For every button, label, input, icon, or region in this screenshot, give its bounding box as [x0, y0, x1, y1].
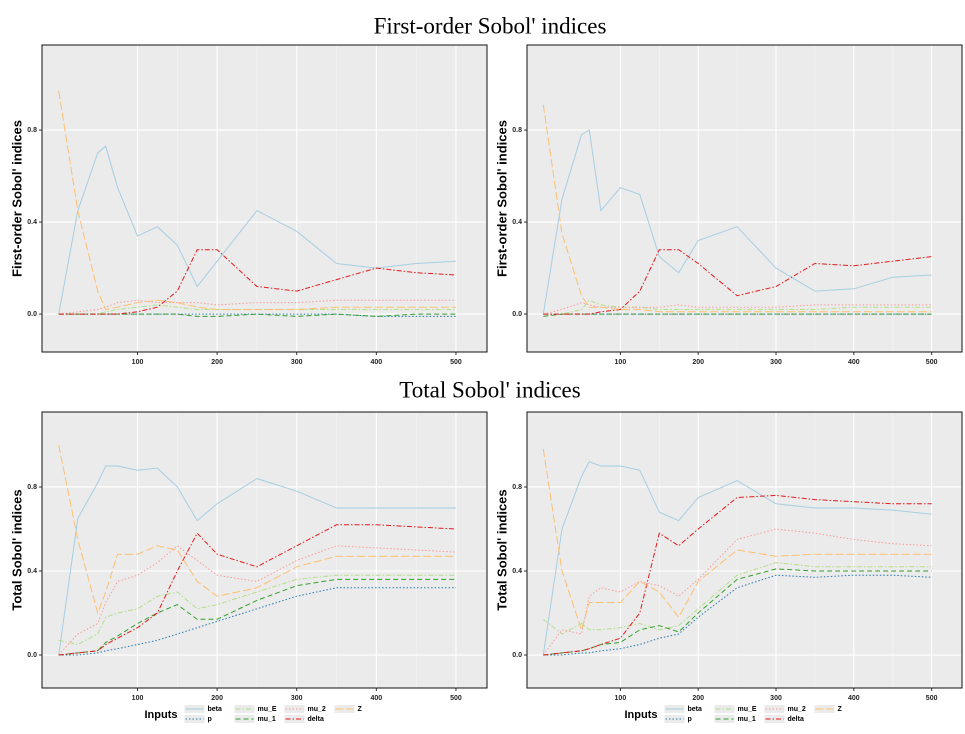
series-line: [58, 249, 457, 315]
series-line: [58, 524, 457, 656]
legend-key: [814, 705, 835, 713]
x-tick-label: 100: [615, 359, 627, 366]
series-line: [542, 449, 932, 632]
x-tick-label: 100: [132, 359, 144, 366]
plot-border: [526, 411, 963, 689]
series-line: [543, 574, 932, 656]
legend-title: Inputs: [145, 709, 178, 721]
plot-border: [526, 44, 963, 353]
series-line: [542, 129, 932, 315]
y-tick-label: 0.8: [512, 484, 522, 491]
x-tick-label: 500: [926, 359, 938, 366]
series-line: [58, 145, 457, 315]
y-tick-label: 0.0: [27, 652, 37, 659]
series-line: [58, 465, 456, 656]
y-tick-label: 0.4: [27, 219, 37, 226]
plot-background: [42, 45, 487, 352]
x-tick-label: 200: [692, 359, 704, 366]
legend-label: mu_E: [258, 706, 277, 713]
y-tick-label: 0.4: [512, 219, 522, 226]
series-line: [542, 562, 932, 635]
series-line: [542, 461, 932, 656]
x-tick-label: 200: [211, 359, 223, 366]
plot-background: [42, 412, 487, 688]
y-axis-label: First-order Sobol' indices: [494, 120, 509, 277]
legend-key: [764, 715, 785, 723]
x-tick-label: 300: [291, 695, 303, 702]
legend-key: [184, 715, 205, 723]
legend-label: beta: [208, 706, 223, 713]
series-line: [58, 444, 456, 615]
x-tick-label: 500: [926, 695, 938, 702]
legend-label: mu_1: [738, 716, 756, 723]
y-tick-label: 0.0: [27, 311, 37, 318]
y-tick-label: 0.0: [512, 311, 522, 318]
x-tick-label: 400: [371, 695, 383, 702]
series-line: [543, 494, 932, 656]
y-tick-label: 0.8: [27, 127, 37, 134]
x-tick-label: 200: [692, 695, 704, 702]
series-line: [543, 299, 932, 315]
legend-key: [334, 705, 355, 713]
legend-key: [284, 715, 305, 723]
legend-label: mu_1: [258, 716, 276, 723]
legend-key: [234, 705, 255, 713]
x-tick-label: 100: [615, 695, 627, 702]
y-axis-label: Total Sobol' indices: [494, 489, 509, 610]
legend-title: Inputs: [625, 709, 658, 721]
legend-key: [764, 705, 785, 713]
y-tick-label: 0.4: [27, 568, 37, 575]
series-line: [58, 299, 456, 315]
x-tick-label: 400: [371, 359, 383, 366]
legend-label: mu_2: [308, 706, 326, 713]
series-line: [58, 90, 456, 311]
y-axis-label: Total Sobol' indices: [9, 489, 24, 610]
x-tick-label: 300: [770, 359, 782, 366]
series-line: [58, 304, 456, 315]
legend-label: mu_2: [788, 706, 806, 713]
y-tick-label: 0.0: [512, 652, 522, 659]
legend-label: delta: [788, 716, 804, 723]
y-tick-label: 0.8: [512, 127, 522, 134]
x-tick-label: 300: [291, 359, 303, 366]
y-axis-label: First-order Sobol' indices: [9, 120, 24, 277]
section-title: Total Sobol' indices: [399, 377, 580, 402]
legend-key: [714, 705, 735, 713]
x-tick-label: 500: [450, 359, 462, 366]
plot-background: [527, 412, 962, 688]
x-tick-label: 400: [848, 359, 860, 366]
series-line: [58, 545, 457, 656]
series-line: [542, 104, 932, 313]
legend-key: [664, 715, 685, 723]
legend-label: Z: [838, 706, 843, 713]
series-line: [58, 574, 456, 646]
series-line: [58, 587, 456, 656]
x-tick-label: 100: [132, 695, 144, 702]
section-title: First-order Sobol' indices: [374, 13, 607, 38]
legend-label: p: [688, 716, 692, 723]
y-tick-label: 0.8: [27, 484, 37, 491]
x-tick-label: 300: [770, 695, 782, 702]
legend-label: delta: [308, 716, 324, 723]
x-tick-label: 500: [450, 695, 462, 702]
plot-background: [527, 45, 962, 352]
legend-key: [284, 705, 305, 713]
legend-label: beta: [688, 706, 703, 713]
series-line: [58, 578, 456, 656]
y-tick-label: 0.4: [512, 568, 522, 575]
plot-border: [41, 411, 488, 689]
plot-border: [41, 44, 488, 353]
legend-label: p: [208, 716, 212, 723]
x-tick-label: 200: [211, 695, 223, 702]
legend-label: mu_E: [738, 706, 757, 713]
series-line: [543, 249, 932, 315]
x-tick-label: 400: [848, 695, 860, 702]
legend-label: Z: [358, 706, 363, 713]
